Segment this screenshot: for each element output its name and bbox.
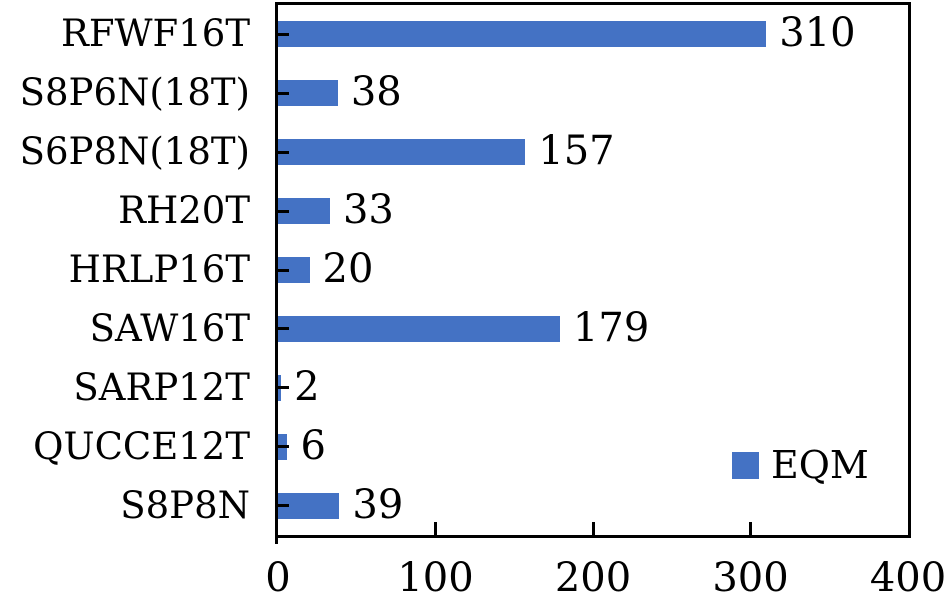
- category-label: SAW16T: [89, 306, 250, 350]
- y-axis-tick: [278, 209, 289, 213]
- x-axis-tick: [591, 522, 595, 535]
- bar-value-label: 38: [350, 69, 402, 116]
- y-axis-tick: [278, 150, 289, 154]
- legend-label: EQM: [771, 443, 869, 487]
- category-label: RFWF16T: [61, 12, 250, 56]
- category-label: S6P8N(18T): [19, 129, 250, 173]
- x-tick-label: 200: [554, 555, 632, 601]
- origin-tick: [275, 535, 278, 544]
- x-axis-tick: [434, 522, 437, 535]
- x-tick-label: 0: [265, 555, 291, 601]
- y-axis-tick: [278, 32, 289, 36]
- category-label: S8P6N(18T): [19, 71, 250, 115]
- category-label: S8P8N: [120, 483, 250, 527]
- bar: [278, 315, 560, 342]
- legend-swatch: [732, 451, 759, 479]
- category-label: QUCCE12T: [33, 424, 250, 468]
- y-axis-tick: [278, 91, 289, 95]
- bar-value-label: 310: [779, 10, 856, 57]
- bar: [278, 21, 767, 48]
- y-axis-tick: [278, 504, 289, 508]
- legend: EQM: [732, 446, 869, 484]
- y-axis-tick: [278, 268, 289, 272]
- y-axis-tick: [278, 445, 289, 449]
- bar-value-label: 33: [342, 187, 394, 234]
- y-axis-tick: [278, 386, 289, 390]
- plot-area: EQM 310 38 157 33 20 179 2 6 39: [275, 2, 911, 544]
- x-axis-tick: [749, 522, 752, 535]
- bar-value-label: 20: [322, 246, 374, 293]
- y-axis-labels: RFWF16T S8P6N(18T) S6P8N(18T) RH20T HRLP16T S…: [0, 5, 250, 535]
- x-tick-label: 400: [869, 555, 945, 601]
- category-label: RH20T: [118, 188, 250, 232]
- x-tick-label: 300: [712, 555, 789, 601]
- bar: [278, 139, 526, 166]
- y-axis-tick: [278, 327, 289, 331]
- bar-value-label: 157: [538, 128, 615, 175]
- category-label: HRLP16T: [68, 247, 250, 291]
- x-tick-label: 100: [397, 555, 474, 601]
- bar-value-label: 2: [294, 363, 320, 410]
- category-label: SARP12T: [73, 365, 250, 409]
- bar-value-label: 39: [352, 481, 404, 528]
- bar-value-label: 179: [572, 305, 650, 352]
- bar-value-label: 6: [300, 422, 326, 469]
- x-axis-labels: 0 100 200 300 400: [265, 555, 945, 608]
